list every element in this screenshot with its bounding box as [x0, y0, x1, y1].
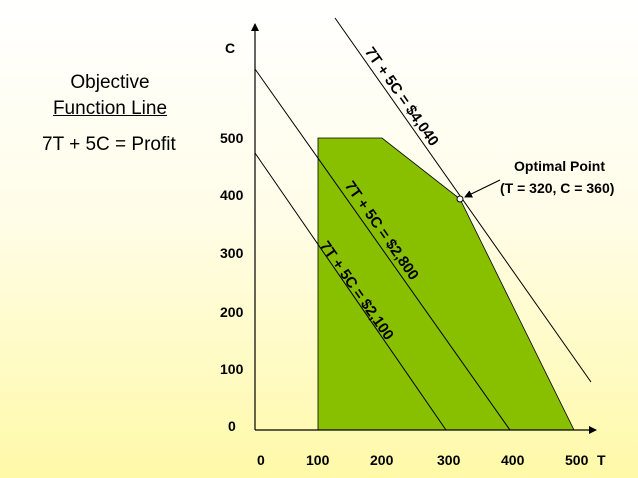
optimal-point-coords: (T = 320, C = 360) [500, 180, 615, 196]
y-axis-label: C [225, 40, 236, 56]
y-tick-0: 0 [228, 418, 236, 434]
line-2800 [254, 68, 511, 431]
profit-equation: 7T + 5C = Profit [42, 134, 176, 155]
x-tick-500: 500 [565, 452, 589, 468]
x-tick-100: 100 [306, 452, 330, 468]
y-tick-200: 200 [220, 304, 244, 320]
x-tick-300: 300 [437, 452, 461, 468]
optimal-arrow [464, 179, 501, 198]
y-tick-500: 500 [220, 130, 244, 146]
line-2100 [254, 152, 447, 431]
x-tick-400: 400 [501, 452, 525, 468]
y-tick-100: 100 [220, 361, 244, 377]
x-tick-200: 200 [370, 452, 394, 468]
y-tick-400: 400 [220, 187, 244, 203]
y-tick-300: 300 [220, 245, 244, 261]
objective-title-line2: Function Line [52, 98, 168, 119]
x-tick-0: 0 [257, 452, 265, 468]
objective-title-line1: Objective [70, 72, 150, 93]
optimal-point-title: Optimal Point [514, 158, 605, 174]
optimal-point [456, 195, 464, 203]
x-axis-label: T [597, 452, 606, 468]
objective-title: Objective Function Line [44, 70, 176, 122]
